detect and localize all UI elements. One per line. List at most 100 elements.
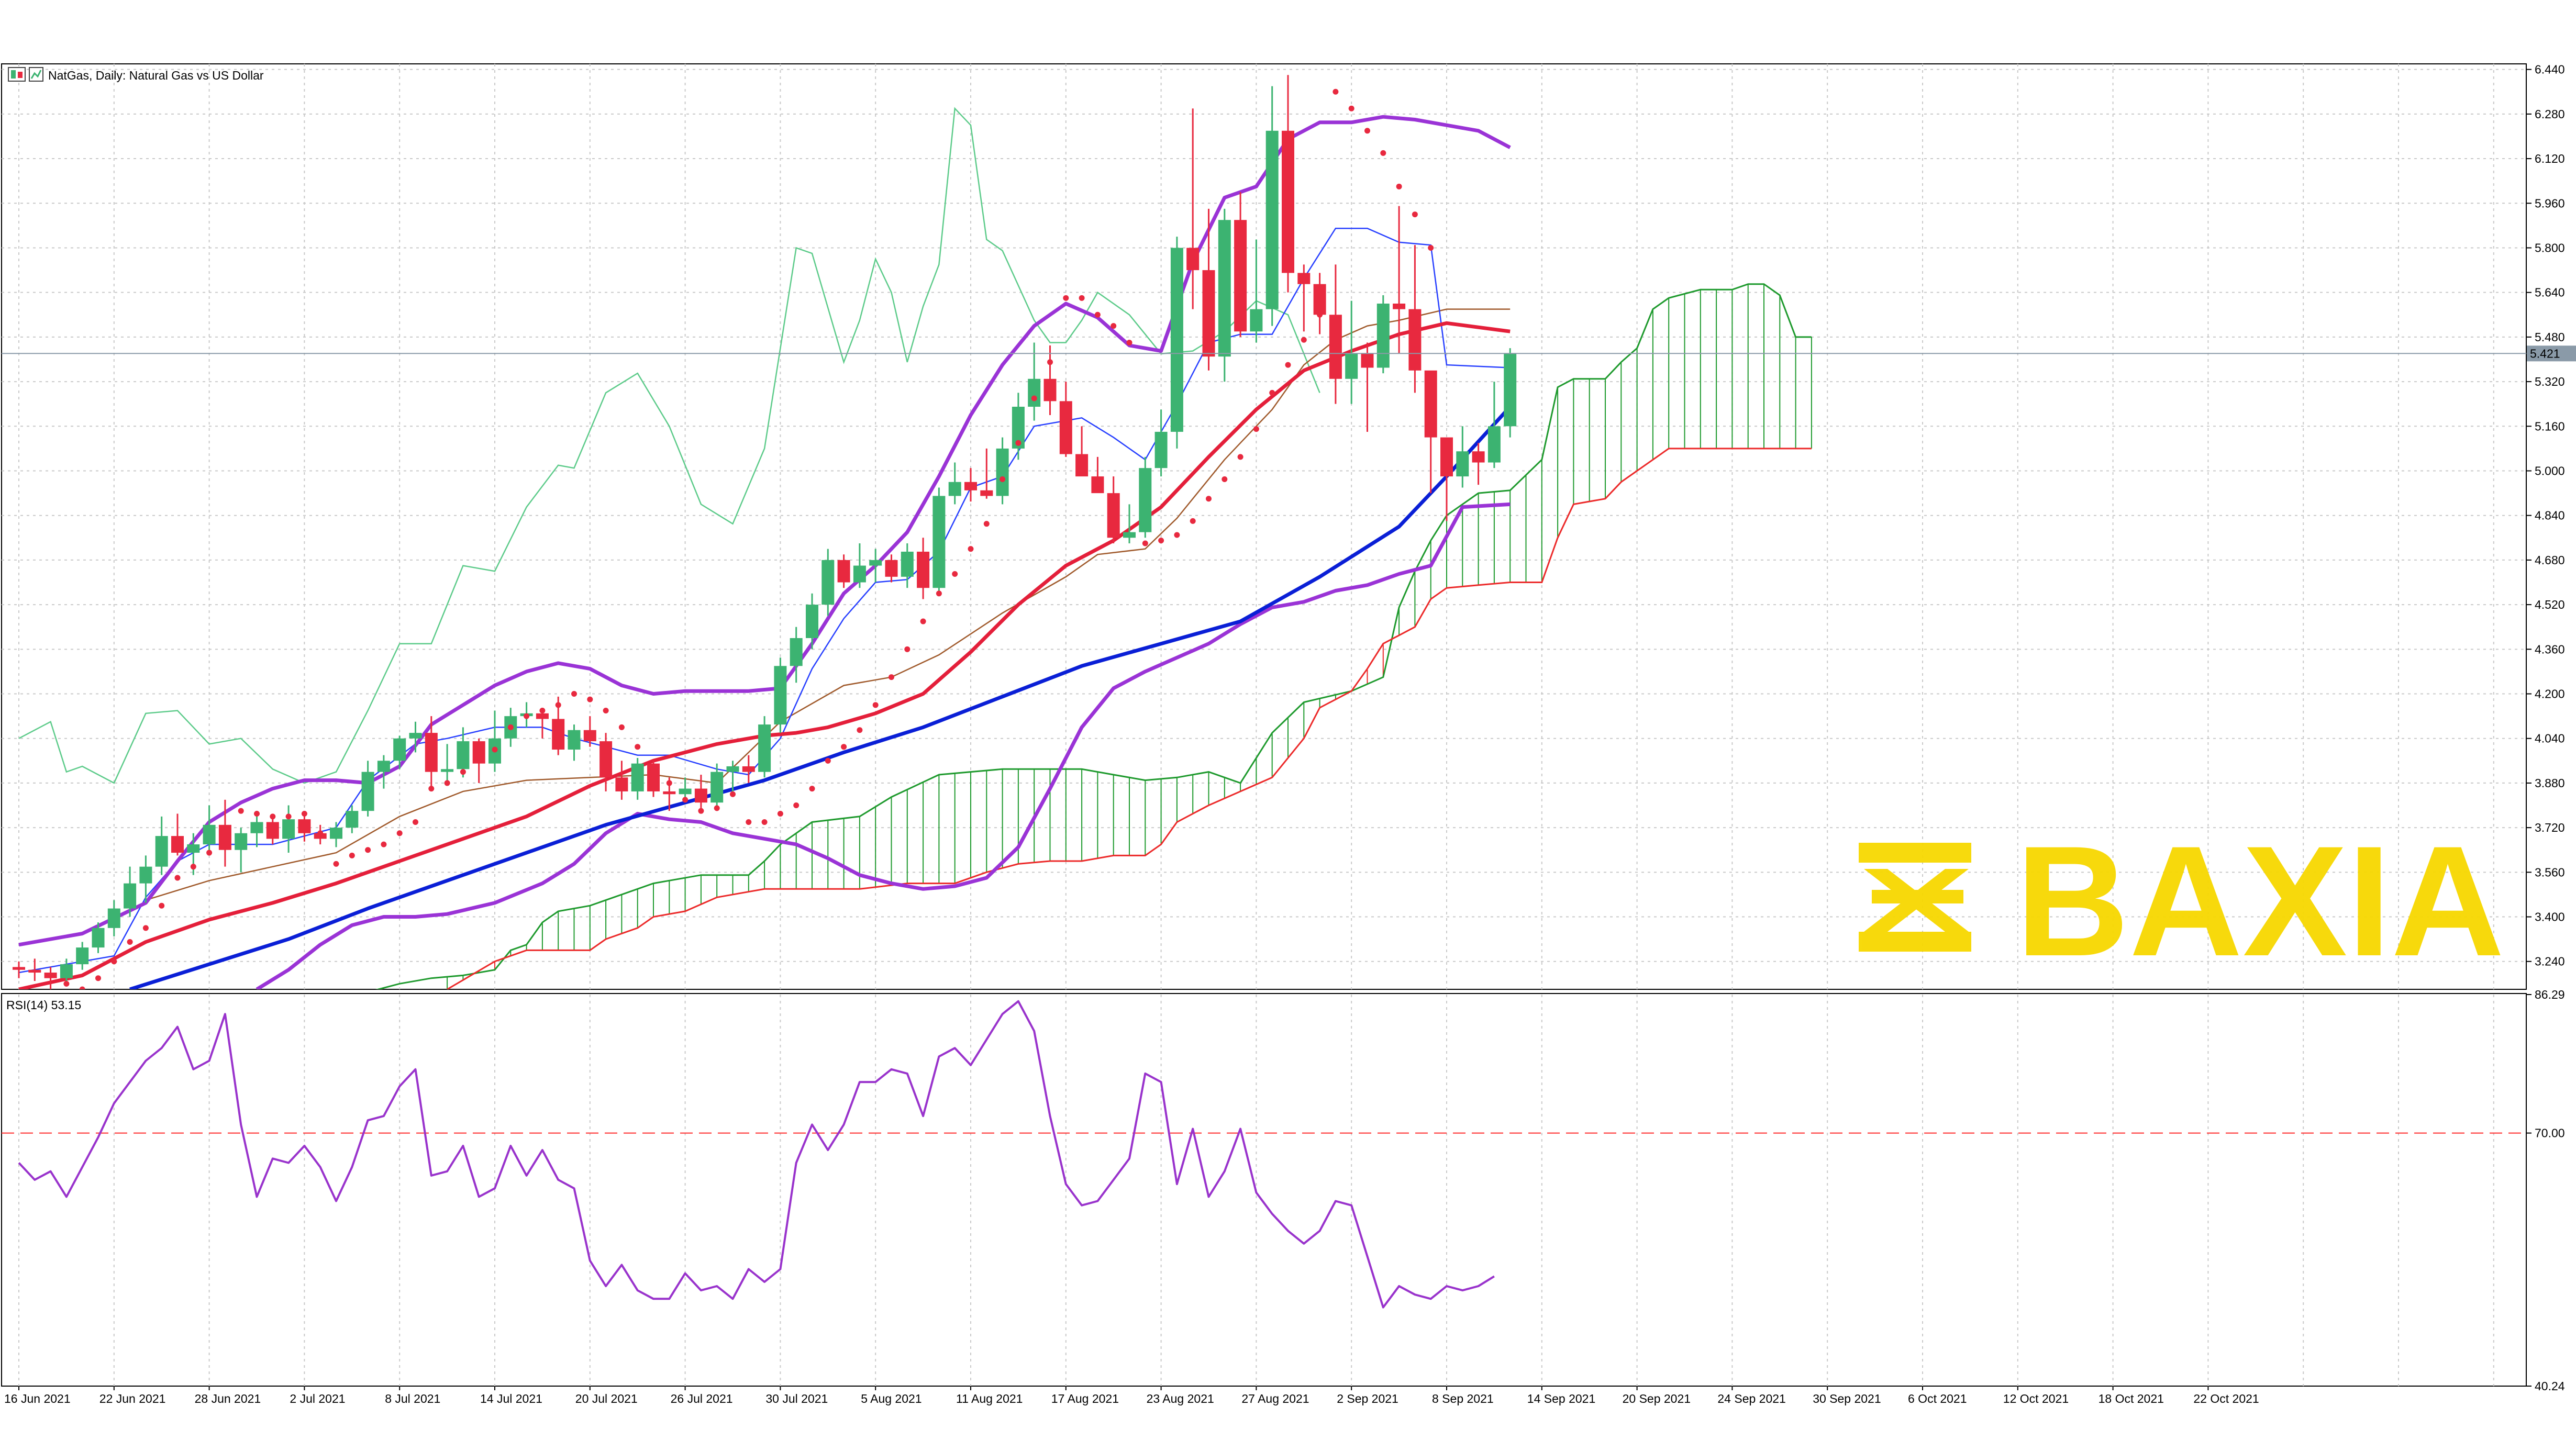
psar-dot <box>1158 538 1164 544</box>
price-tick-label: 3.240 <box>2535 955 2565 968</box>
psar-dot <box>524 713 530 719</box>
candle-body <box>932 496 946 588</box>
price-tick-label: 3.720 <box>2535 821 2565 834</box>
psar-dot <box>1111 323 1117 329</box>
sma-red-line <box>18 321 1511 989</box>
psar-dot <box>285 813 292 820</box>
rsi-tick-label: 40.24 <box>2535 1379 2565 1393</box>
main-panel-frame <box>1 63 2527 990</box>
date-tick-label: 20 Jul 2021 <box>575 1392 638 1405</box>
psar-dot <box>1174 532 1180 538</box>
candle-body <box>1028 378 1041 407</box>
candle-body <box>1313 284 1326 315</box>
candle-body <box>1393 303 1406 309</box>
rsi-line <box>18 1000 1495 1309</box>
candle-body <box>457 741 470 769</box>
candle-body <box>1487 426 1501 463</box>
candle-body <box>425 733 438 772</box>
psar-dot <box>936 590 942 597</box>
psar-dot <box>983 521 990 527</box>
candlestick-series <box>13 75 1517 989</box>
candle-body <box>726 766 739 772</box>
psar-dot <box>428 786 435 792</box>
candle-body <box>187 844 200 853</box>
candle-body <box>171 836 184 853</box>
candle-body <box>1297 273 1311 284</box>
psar-dot <box>1206 496 1212 502</box>
psar-dot <box>1094 311 1101 318</box>
candle-body <box>298 819 311 833</box>
candle-body <box>853 565 866 583</box>
psar-dot <box>159 902 165 909</box>
psar-dot <box>730 791 736 797</box>
candle-body <box>409 733 422 739</box>
psar-dot <box>1142 540 1148 546</box>
candle-body <box>1504 353 1517 427</box>
candle-body <box>837 560 850 583</box>
candle-body <box>1234 220 1247 332</box>
psar-dot <box>1285 362 1291 368</box>
candle-body <box>1059 401 1072 454</box>
candle-body <box>1472 451 1485 463</box>
candle-body <box>282 819 295 839</box>
psar-dot <box>174 875 181 881</box>
current-price-tag <box>2527 345 2576 362</box>
rsi-tick-label: 86.29 <box>2535 988 2565 1001</box>
psar-dot <box>761 819 768 825</box>
psar-dot <box>1301 337 1307 343</box>
current-price-label: 5.421 <box>2530 347 2560 360</box>
candle-body <box>60 964 73 978</box>
psar-dot <box>968 546 974 552</box>
candle-body <box>76 947 89 965</box>
candle-body <box>964 482 977 490</box>
price-tick-label: 4.680 <box>2535 553 2565 567</box>
psar-dot <box>1031 395 1037 401</box>
candle-body <box>599 741 613 778</box>
date-tick-label: 5 Aug 2021 <box>861 1392 921 1405</box>
candle-body <box>107 908 120 928</box>
price-tick-label: 6.280 <box>2535 107 2565 121</box>
psar-dot <box>1190 518 1196 524</box>
senkou-span-b-line <box>447 448 1812 989</box>
psar-dot <box>1317 311 1323 318</box>
date-tick-label: 11 Aug 2021 <box>956 1392 1023 1405</box>
psar-dot <box>1237 454 1243 460</box>
psar-dot <box>238 808 244 814</box>
psar-dot <box>1079 295 1085 301</box>
baxia-watermark: BAXIA <box>1859 813 2504 989</box>
candle-body <box>1091 476 1104 494</box>
price-tick-label: 3.880 <box>2535 776 2565 790</box>
candle-body <box>1345 353 1358 379</box>
candle-body <box>806 605 818 639</box>
psar-dot <box>682 797 689 803</box>
kijun-line <box>18 227 1511 974</box>
date-tick-label: 30 Jul 2021 <box>765 1392 828 1405</box>
candle-body <box>266 822 279 839</box>
price-tick-label: 4.360 <box>2535 642 2565 656</box>
chart-type-icon <box>8 67 43 82</box>
candle-body <box>124 883 137 909</box>
candle-body <box>250 822 263 833</box>
psar-dot <box>127 939 133 945</box>
candle-body <box>1361 353 1374 368</box>
psar-dot <box>1380 150 1386 156</box>
watermark-text: BAXIA <box>2016 813 2504 989</box>
rsi-axis: 86.29 70.00 40.24 <box>2526 988 2565 1393</box>
candle-body <box>663 791 676 795</box>
candle-body <box>1456 451 1469 477</box>
date-tick-label: 6 Oct 2021 <box>1908 1392 1967 1405</box>
price-axis: 6.440 6.280 6.120 5.960 5.800 5.640 5.480 5.320… <box>2526 63 2565 968</box>
psar-dot <box>650 766 657 772</box>
psar-dot <box>222 835 228 842</box>
candle-body <box>694 788 707 803</box>
psar-dot <box>1015 440 1021 446</box>
psar-dot <box>666 780 672 786</box>
chikou-span-line <box>18 107 1320 784</box>
parabolic-sar-series <box>63 88 1434 989</box>
chart-header: NatGas, Daily: Natural Gas vs US Dollar <box>8 67 264 82</box>
psar-dot <box>1396 183 1402 189</box>
psar-dot <box>254 811 260 817</box>
candle-body <box>917 551 930 588</box>
psar-dot <box>365 847 371 853</box>
